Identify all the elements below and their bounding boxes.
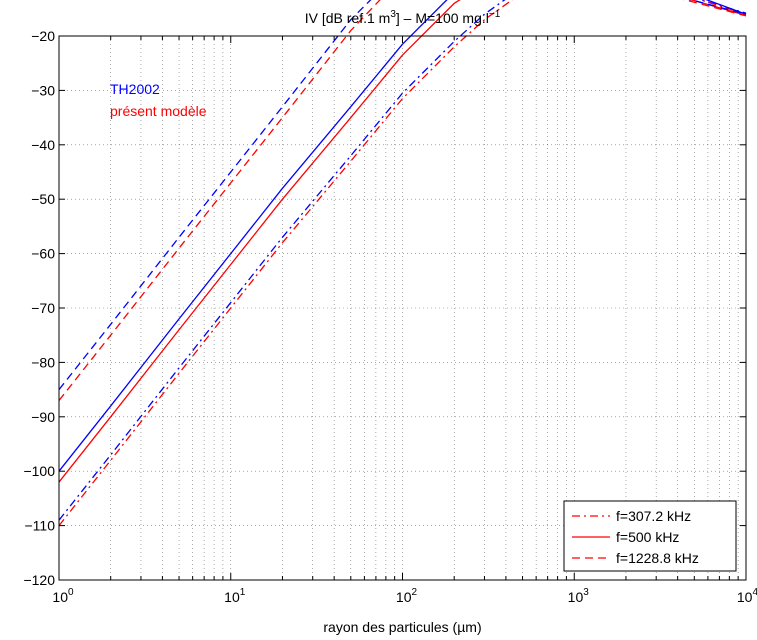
x-tick-label: 101	[224, 587, 246, 605]
series-line-2	[58, 0, 747, 472]
legend-label: f=1228.8 kHz	[616, 550, 699, 566]
x-tick-label: 100	[52, 587, 74, 605]
y-tick-label: −120	[23, 572, 55, 588]
x-tick-label: 104	[737, 587, 757, 605]
y-tick-label: −60	[31, 246, 55, 262]
ticks-group: −120 −110 −100 −90 −80 −70 −60 −50 −40 −30 −20 100 1…	[23, 28, 757, 605]
y-tick-label: −110	[25, 518, 56, 534]
title-suffix-sup: −1	[489, 9, 501, 20]
annotation-th2002: TH2002	[110, 81, 160, 97]
title-prefix-sup: 3	[390, 9, 396, 20]
legend-box	[563, 500, 737, 572]
annotation-present-model: présent modèle	[110, 103, 207, 119]
series-line-3	[58, 0, 747, 483]
y-tick-label: −70	[31, 300, 55, 316]
title-prefix: IV [dB ref.1 m	[305, 10, 391, 26]
x-tick-label: 102	[396, 587, 418, 605]
x-axis-label: rayon des particules (µm)	[323, 619, 481, 635]
y-tick-label: −30	[31, 82, 55, 98]
series-group	[58, 0, 747, 527]
y-tick-label: −40	[31, 137, 55, 153]
x-tick-label: 103	[568, 587, 590, 605]
y-tick-label: −90	[31, 409, 55, 425]
series-line-4	[58, 0, 747, 391]
series-line-5	[58, 0, 747, 401]
y-tick-label: −50	[31, 191, 55, 207]
legend: f=307.2 kHz f=500 kHz f=1228.8 kHz	[563, 500, 737, 572]
legend-label: f=307.2 kHz	[616, 508, 691, 524]
legend-label: f=500 kHz	[616, 529, 679, 545]
series-line-1	[58, 0, 747, 527]
y-tick-label: −100	[23, 463, 55, 479]
y-tick-label: −20	[31, 28, 55, 44]
y-tick-label: −80	[31, 354, 55, 370]
title-middle: ] – M=100 mg.l	[396, 10, 489, 26]
chart-title: IV [dB ref.1 m3] – M=100 mg.l−1	[305, 9, 501, 26]
series-line-0	[58, 0, 747, 521]
